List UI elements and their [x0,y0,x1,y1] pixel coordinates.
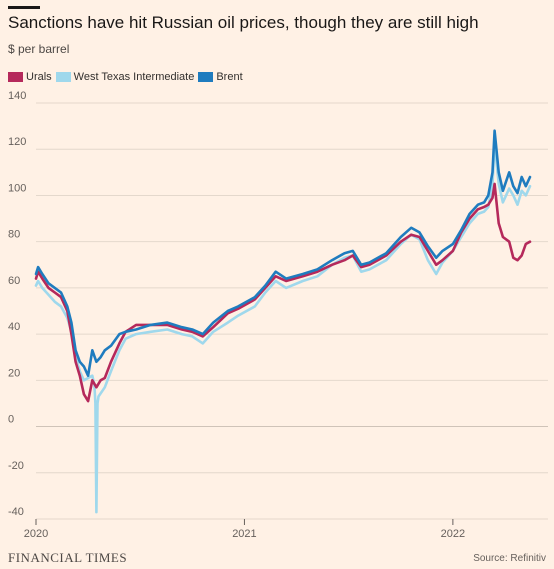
legend-label-urals: Urals [26,71,52,83]
legend-swatch-urals [8,72,23,82]
legend-item-brent: Brent [198,71,243,83]
y-tick-label: 40 [8,321,20,333]
chart-legend: Urals West Texas Intermediate Brent [8,71,247,83]
legend-item-wti: West Texas Intermediate [55,71,195,83]
y-tick-label: -20 [8,460,24,472]
series-line-west-texas-intermediate [34,141,532,514]
legend-swatch-brent [198,72,214,82]
legend-swatch-wti [55,72,71,82]
source-note: Source: Refinitiv [473,553,546,564]
x-tick-label: 2022 [441,528,465,540]
y-tick-label: -40 [8,506,24,518]
y-tick-label: 100 [8,182,26,194]
x-tick-label: 2021 [232,528,256,540]
header-accent-bar [8,6,40,9]
chart-title: Sanctions have hit Russian oil prices, t… [8,13,479,32]
legend-label-brent: Brent [216,71,243,83]
y-tick-label: 60 [8,275,20,287]
chart-subtitle: $ per barrel [8,42,70,56]
series-line-urals [34,182,532,403]
x-tick-label: 2020 [24,528,48,540]
legend-label-wti: West Texas Intermediate [73,71,195,83]
publisher-logo: FINANCIAL TIMES [8,550,128,565]
y-tick-label: 140 [8,90,26,102]
y-tick-label: 0 [8,414,14,426]
y-tick-label: 20 [8,367,20,379]
series-line-brent [34,129,532,377]
legend-item-urals: Urals [8,71,52,83]
y-tick-label: 120 [8,136,26,148]
y-tick-label: 80 [8,229,20,241]
